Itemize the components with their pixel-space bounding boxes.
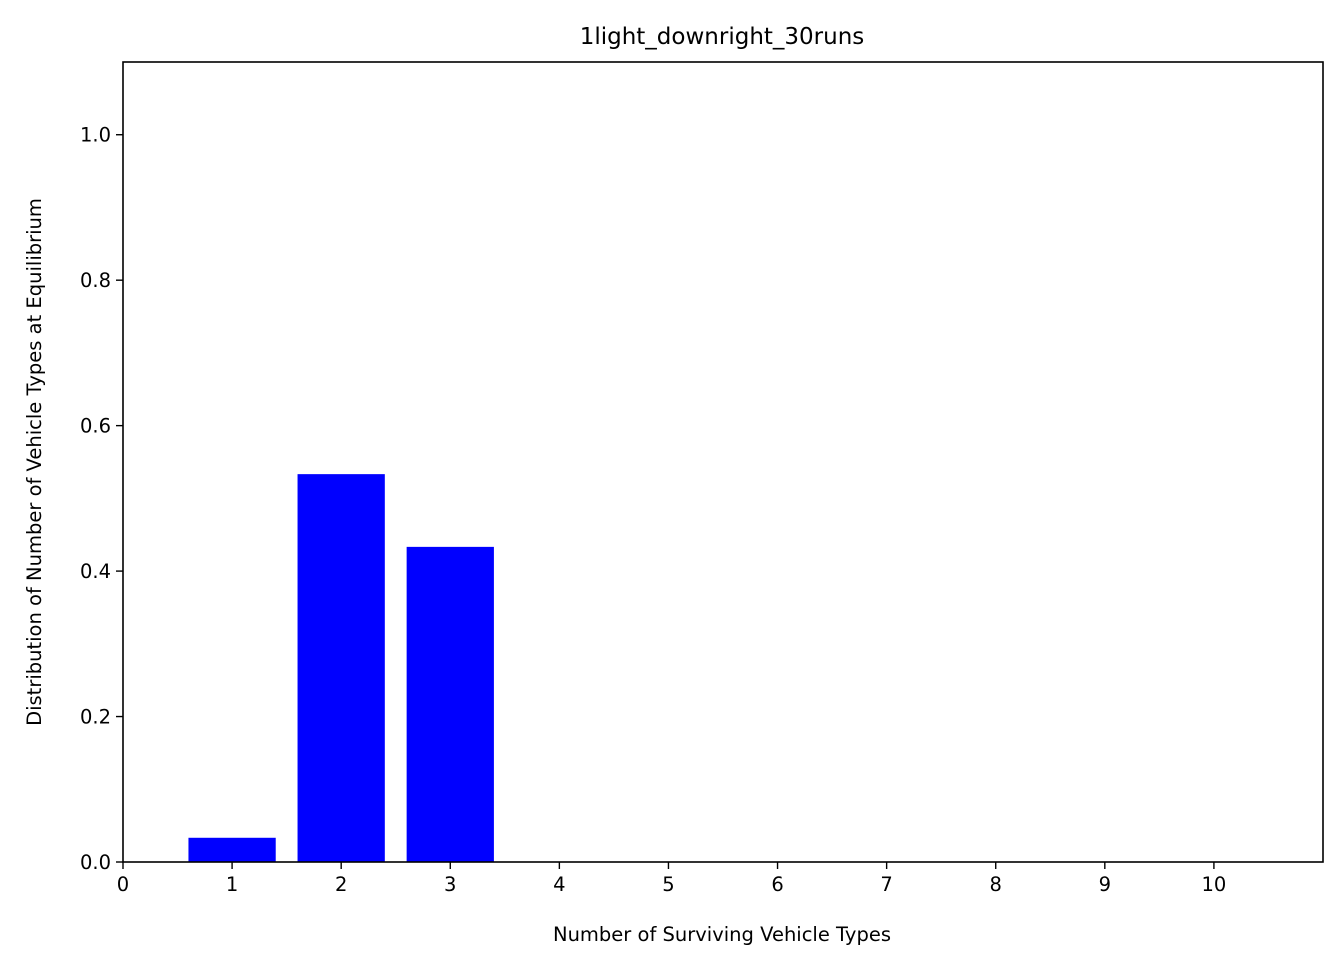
x-axis-label: Number of Surviving Vehicle Types [553, 923, 891, 946]
y-axis-label: Distribution of Number of Vehicle Types … [23, 198, 46, 726]
y-tick-label: 0.6 [80, 415, 111, 438]
x-tick-label: 10 [1201, 873, 1226, 896]
x-tick-label: 7 [880, 873, 892, 896]
x-tick-label: 1 [226, 873, 238, 896]
bar-2 [297, 474, 385, 862]
y-tick-label: 1.0 [80, 124, 111, 147]
plot-frame [122, 61, 1324, 863]
y-tick-label: 0.0 [80, 851, 111, 874]
x-tick-label: 9 [1099, 873, 1111, 896]
y-axis-ticks: 0.0 0.2 0.4 0.6 0.8 1.0 [80, 124, 123, 874]
x-tick-label: 8 [990, 873, 1002, 896]
bars-layer [188, 474, 494, 862]
y-tick-label: 0.2 [80, 706, 111, 729]
x-tick-label: 6 [771, 873, 783, 896]
chart-title: 1light_downright_30runs [580, 24, 865, 50]
x-tick-label: 4 [553, 873, 565, 896]
x-axis-ticks: 0 1 2 3 4 5 6 7 8 9 10 [117, 862, 1226, 896]
x-tick-label: 2 [335, 873, 347, 896]
x-tick-label: 0 [117, 873, 129, 896]
bar-1 [188, 837, 276, 862]
x-tick-label: 3 [444, 873, 456, 896]
y-tick-label: 0.4 [80, 560, 111, 583]
bar-3 [406, 546, 494, 862]
y-tick-label: 0.8 [80, 269, 111, 292]
x-tick-label: 5 [662, 873, 674, 896]
